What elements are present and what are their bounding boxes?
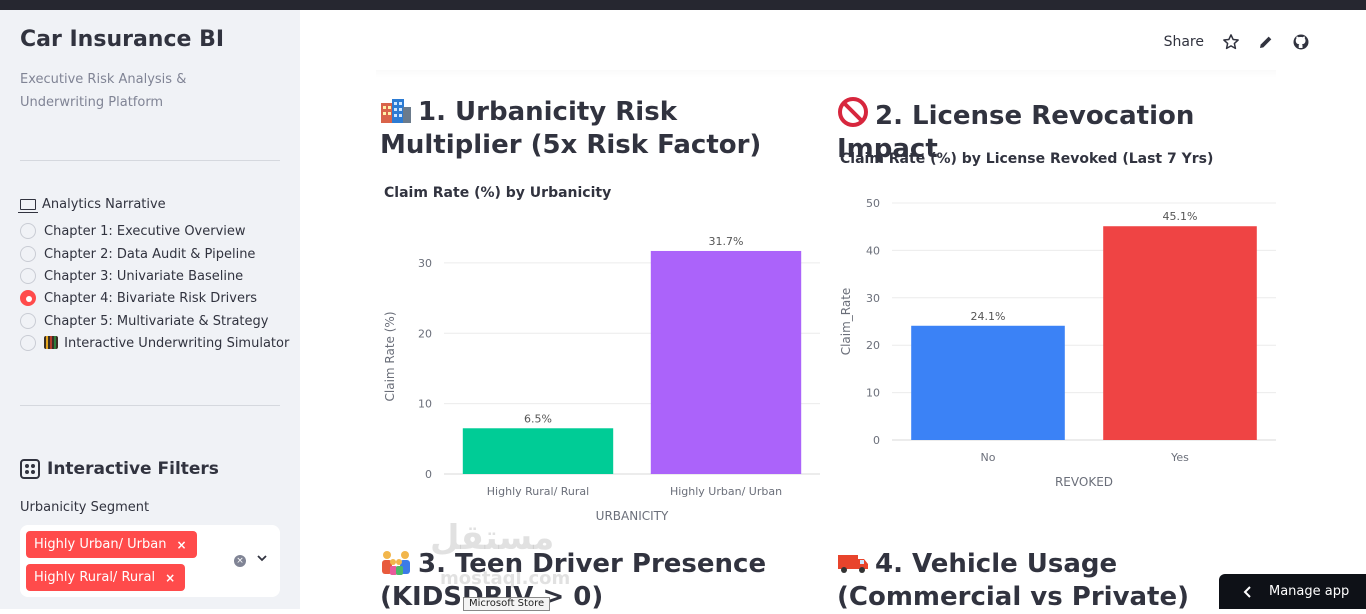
radio-button[interactable] <box>20 223 36 239</box>
nav-item-chapter-2[interactable]: Chapter 2: Data Audit & Pipeline <box>20 246 255 262</box>
y-axis-title: Claim_Rate <box>839 288 853 356</box>
y-tick-label: 40 <box>866 244 880 257</box>
chart-title-urbanicity: Claim Rate (%) by Urbanicity <box>384 185 612 201</box>
y-axis-title: Claim Rate (%) <box>383 312 397 402</box>
app-title: Car Insurance BI <box>20 27 225 52</box>
nav-item-label: Interactive Underwriting Simulator <box>44 335 290 351</box>
clear-all-icon[interactable]: × <box>234 555 246 567</box>
watermark-logo: مستقل <box>430 518 555 558</box>
x-tick-label: Highly Urban/ Urban <box>670 485 782 498</box>
abacus-icon <box>44 335 58 349</box>
y-tick-label: 50 <box>866 197 880 210</box>
x-axis-title: URBANICITY <box>596 509 669 523</box>
urbanicity-segment-label: Urbanicity Segment <box>20 500 150 515</box>
y-tick-label: 0 <box>873 434 880 447</box>
nav-heading-label: Analytics Narrative <box>42 197 166 212</box>
radio-button[interactable] <box>20 246 36 262</box>
filters-heading: Interactive Filters <box>20 459 219 479</box>
radio-button[interactable] <box>20 268 36 284</box>
browser-top-bar <box>0 0 1366 10</box>
section-title-text: 2. License Revocation Impact <box>837 101 1195 164</box>
x-tick-label: Yes <box>1170 451 1189 464</box>
urbanicity-multiselect[interactable]: Highly Urban/ Urban × Highly Rural/ Rura… <box>20 525 280 597</box>
dice-icon <box>20 459 40 479</box>
section-title-license: 2. License Revocation Impact <box>837 96 1277 166</box>
header-actions: Share <box>1164 33 1310 51</box>
nav-item-label: Chapter 1: Executive Overview <box>44 223 246 239</box>
nav-item-label: Chapter 4: Bivariate Risk Drivers <box>44 290 258 306</box>
tag-remove-icon[interactable]: × <box>176 537 187 552</box>
chevron-left-icon <box>1243 585 1251 598</box>
data-label: 31.7% <box>709 235 744 248</box>
pencil-icon[interactable] <box>1258 34 1274 50</box>
y-tick-label: 10 <box>418 398 432 411</box>
sidebar: Car Insurance BI Executive Risk Analysis… <box>0 10 300 609</box>
data-label: 24.1% <box>971 310 1006 323</box>
radio-button-selected[interactable] <box>20 290 36 306</box>
tag-label: Highly Urban/ Urban <box>34 537 167 552</box>
nav-item-chapter-1[interactable]: Chapter 1: Executive Overview <box>20 223 246 239</box>
share-button[interactable]: Share <box>1163 34 1204 50</box>
manage-app-button[interactable]: Manage app <box>1219 574 1366 609</box>
y-tick-label: 20 <box>866 339 880 352</box>
laptop-icon <box>18 199 38 213</box>
city-icon <box>381 99 411 123</box>
x-tick-label: Highly Rural/ Rural <box>487 485 589 498</box>
data-label: 45.1% <box>1163 210 1198 223</box>
bar-highly-urban-urban <box>650 250 802 474</box>
nav-item-label: Chapter 5: Multivariate & Strategy <box>44 313 269 329</box>
y-tick-label: 30 <box>866 292 880 305</box>
nav-heading: Analytics Narrative <box>18 197 166 213</box>
license-bar-chart: 0 10 20 30 40 50 24.1% No 45.1% Yes REVOKED Claim_R… <box>839 197 1276 489</box>
radio-button[interactable] <box>20 335 36 351</box>
radio-button[interactable] <box>20 313 36 329</box>
sidebar-divider <box>20 405 280 406</box>
nav-item-label: Chapter 2: Data Audit & Pipeline <box>44 246 256 262</box>
section-title-text: 3. Teen Driver Presence (KIDSDRIV > 0) <box>380 549 767 612</box>
star-icon[interactable] <box>1222 33 1240 51</box>
bar-no <box>911 325 1065 440</box>
bar-highly-rural-rural <box>462 428 614 474</box>
nav-item-simulator[interactable]: Interactive Underwriting Simulator <box>20 335 289 351</box>
section-title-urbanicity: 1. Urbanicity Risk Multiplier (5x Risk F… <box>380 96 820 162</box>
tag-highly-urban[interactable]: Highly Urban/ Urban × <box>26 531 197 558</box>
truck-icon <box>838 555 868 573</box>
chevron-down-icon[interactable] <box>256 552 268 564</box>
nav-item-chapter-3[interactable]: Chapter 3: Univariate Baseline <box>20 268 243 284</box>
tag-label: Highly Rural/ Rural <box>34 570 156 585</box>
sidebar-divider <box>20 160 280 161</box>
bar-yes <box>1103 226 1257 440</box>
section-title-vehicle-usage: 4. Vehicle Usage (Commercial vs Private) <box>837 548 1277 614</box>
app-subtitle: Executive Risk Analysis & Underwriting P… <box>20 72 187 110</box>
prohibited-icon <box>838 97 868 127</box>
manage-app-label: Manage app <box>1269 584 1350 599</box>
nav-item-chapter-4[interactable]: Chapter 4: Bivariate Risk Drivers <box>20 290 257 306</box>
x-axis-title: REVOKED <box>1055 475 1113 489</box>
y-tick-label: 20 <box>418 327 432 340</box>
github-icon[interactable] <box>1292 33 1310 51</box>
section-title-text: 4. Vehicle Usage (Commercial vs Private) <box>837 549 1190 612</box>
chart-title-license: Claim Rate (%) by License Revoked (Last … <box>840 151 1214 167</box>
nav-item-chapter-5[interactable]: Chapter 5: Multivariate & Strategy <box>20 313 268 329</box>
section-title-teen-driver: 3. Teen Driver Presence (KIDSDRIV > 0) <box>380 548 820 614</box>
x-tick-label: No <box>981 451 996 464</box>
section-title-text: 1. Urbanicity Risk Multiplier (5x Risk F… <box>380 97 762 160</box>
nav-item-label-text: Interactive Underwriting Simulator <box>64 335 290 351</box>
data-label: 6.5% <box>524 412 552 425</box>
tag-remove-icon[interactable]: × <box>165 570 176 585</box>
nav-item-label: Chapter 3: Univariate Baseline <box>44 268 244 284</box>
watermark-url: mostaql.com <box>440 568 571 589</box>
urbanicity-bar-chart: 0 10 20 30 6.5% Highly Rural/ Rural 31.7% Highl… <box>383 235 820 523</box>
y-tick-label: 30 <box>418 257 432 270</box>
header-divider <box>376 70 1276 78</box>
tag-highly-rural[interactable]: Highly Rural/ Rural × <box>26 564 186 591</box>
y-tick-label: 0 <box>425 468 432 481</box>
main-content: Share 1. Urbanicity Risk Multiplier (5x … <box>300 10 1366 612</box>
filters-heading-label: Interactive Filters <box>47 459 219 479</box>
family-icon <box>382 551 410 575</box>
y-tick-label: 10 <box>866 387 880 400</box>
